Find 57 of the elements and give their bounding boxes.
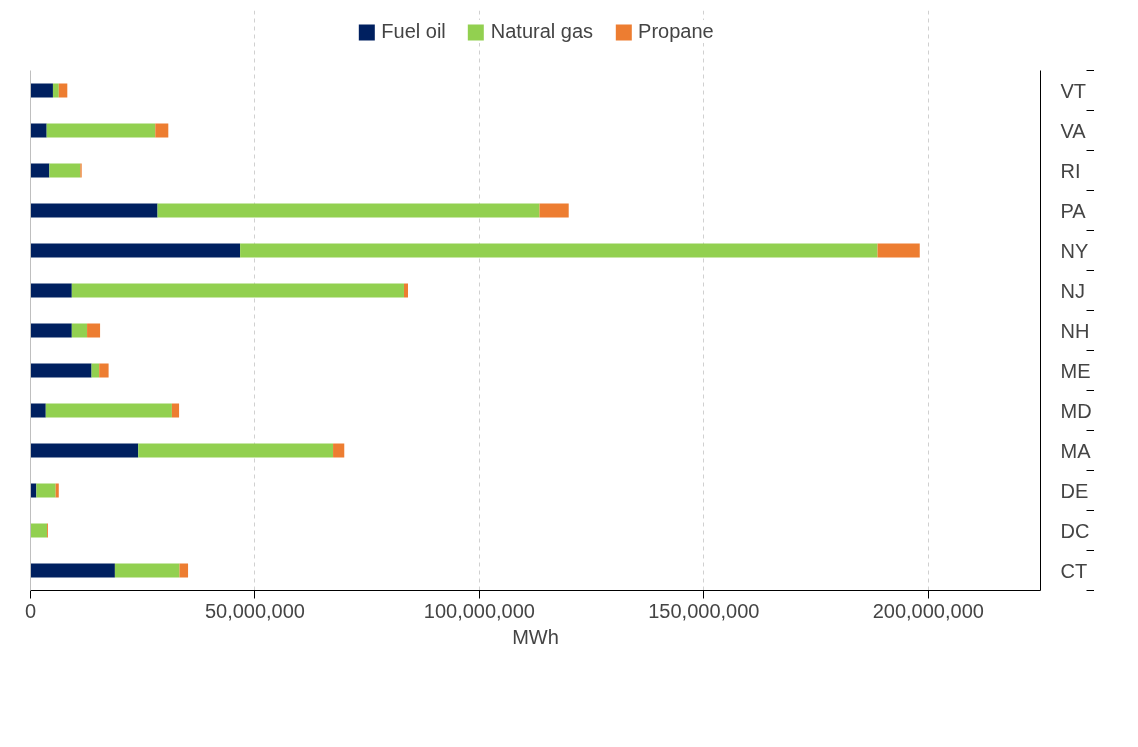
bar xyxy=(71,283,404,298)
bar xyxy=(30,163,50,178)
bar xyxy=(30,563,115,578)
bar xyxy=(30,363,92,378)
x-tick-label: 200,000,000 xyxy=(872,599,984,622)
y-tick-label: DC xyxy=(1060,519,1090,542)
bar xyxy=(49,163,81,178)
y-tick-label: PA xyxy=(1060,199,1087,222)
bar xyxy=(91,363,100,378)
y-tick-label: RI xyxy=(1060,159,1081,182)
x-tick-label: 100,000,000 xyxy=(423,599,536,622)
bar xyxy=(99,363,109,378)
y-tick-label: VT xyxy=(1060,79,1087,102)
bar xyxy=(30,83,53,98)
y-tick-label: ME xyxy=(1060,359,1091,382)
bar xyxy=(171,403,180,418)
bar xyxy=(240,243,878,258)
legend-label: Natural gas xyxy=(490,20,594,43)
bar xyxy=(333,443,345,458)
x-tick-label: 150,000,000 xyxy=(648,599,760,622)
bar xyxy=(30,403,46,418)
legend-label: Fuel oil xyxy=(381,20,446,43)
y-tick-label: MD xyxy=(1060,399,1092,422)
bar xyxy=(55,483,59,498)
x-tick-label: 50,000,000 xyxy=(204,599,306,622)
y-tick-label: NJ xyxy=(1060,279,1085,302)
bar xyxy=(45,403,172,418)
bar xyxy=(30,203,158,218)
bar xyxy=(58,83,68,98)
bar xyxy=(46,123,156,138)
bar xyxy=(403,283,409,298)
y-tick-label: NY xyxy=(1060,239,1089,262)
bar xyxy=(179,563,189,578)
bar xyxy=(539,203,569,218)
bar xyxy=(30,523,48,538)
bar xyxy=(138,443,334,458)
bar xyxy=(155,123,169,138)
legend-label: Propane xyxy=(638,20,714,43)
bar xyxy=(30,443,139,458)
y-tick-label: VA xyxy=(1060,119,1087,142)
bar xyxy=(114,563,180,578)
bar xyxy=(877,243,920,258)
bar xyxy=(30,283,72,298)
x-axis-title: MWh xyxy=(512,625,559,648)
y-tick-label: DE xyxy=(1060,479,1089,502)
bar xyxy=(87,323,101,338)
bar xyxy=(36,483,56,498)
bar xyxy=(30,123,47,138)
bar xyxy=(71,323,88,338)
bar xyxy=(52,83,59,98)
y-tick-label: MA xyxy=(1060,439,1092,462)
x-tick-label: 0 xyxy=(24,599,37,622)
y-tick-label: NH xyxy=(1060,319,1090,342)
bar xyxy=(30,323,72,338)
bar xyxy=(30,243,241,258)
bar xyxy=(157,203,540,218)
y-tick-label: CT xyxy=(1060,559,1088,582)
